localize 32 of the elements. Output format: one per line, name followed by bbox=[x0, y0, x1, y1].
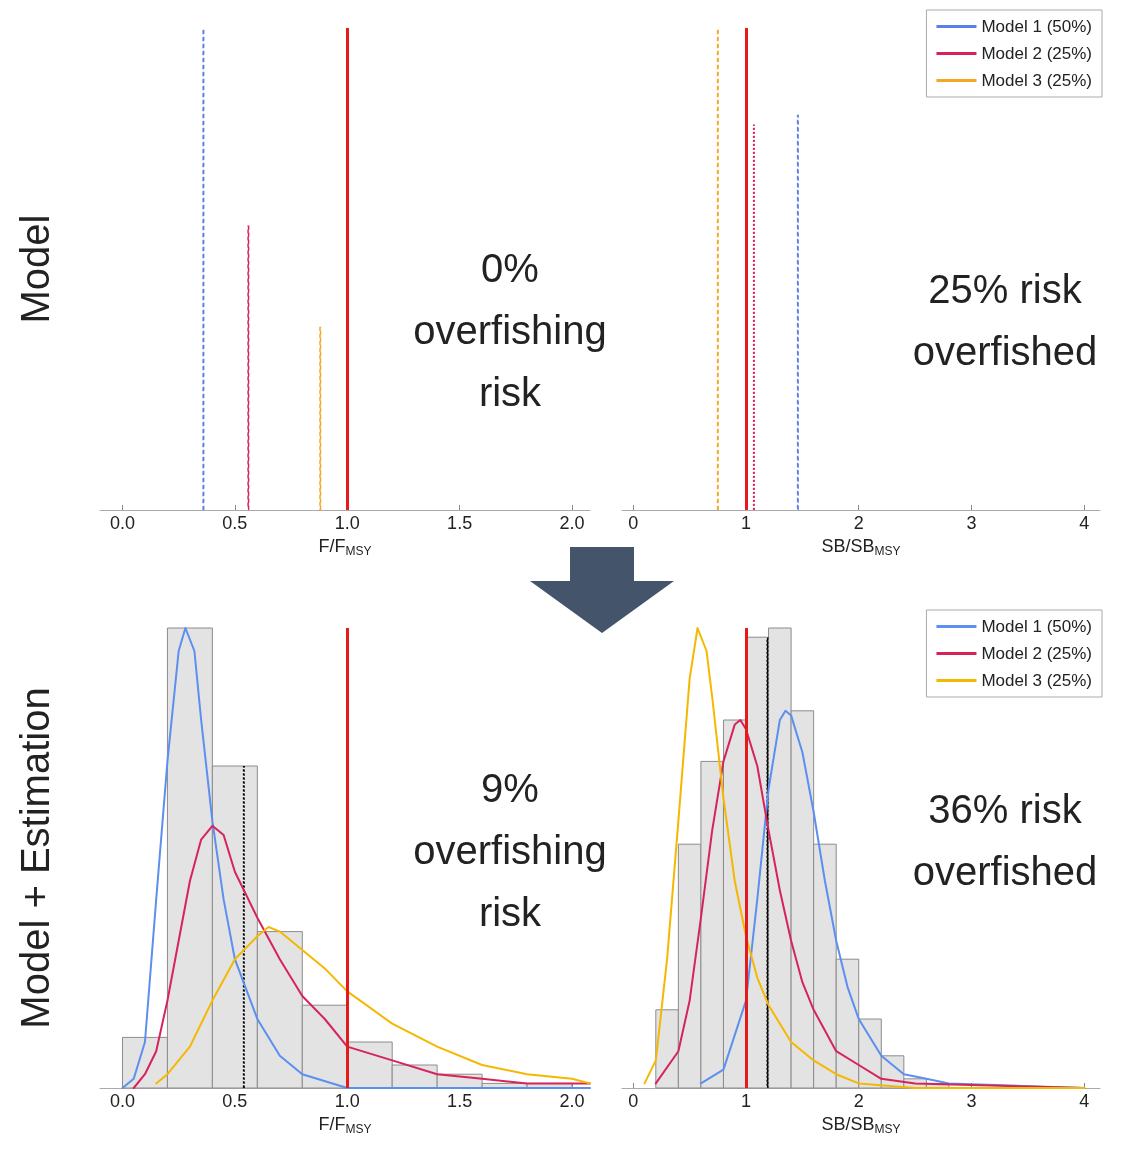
x-tick-label: 4 bbox=[1079, 513, 1090, 533]
annotation: 36% risk overfished bbox=[912, 787, 1098, 893]
x-tick-label: 0.5 bbox=[222, 1091, 248, 1111]
x-tick-label: 1.5 bbox=[447, 513, 473, 533]
x-tick-label: 3 bbox=[966, 513, 977, 533]
x-tick-label: 0.0 bbox=[109, 1091, 135, 1111]
annotation: 25% risk overfished bbox=[912, 267, 1098, 373]
x-tick-label: 4 bbox=[1079, 1091, 1090, 1111]
annotation: 9% overfishing risk bbox=[413, 766, 607, 934]
legend-label: Model 1 (50%) bbox=[981, 17, 1093, 36]
x-tick-label: 1 bbox=[741, 1091, 752, 1111]
annotation: 0% overfishing risk bbox=[413, 246, 607, 414]
x-tick-label: 2 bbox=[853, 513, 864, 533]
x-tick-label: 1.0 bbox=[334, 513, 360, 533]
x-tick-label: 1.0 bbox=[334, 1091, 360, 1111]
x-tick-label: 0.5 bbox=[222, 513, 248, 533]
legend-label: Model 2 (25%) bbox=[981, 44, 1093, 63]
x-tick-label: 0.0 bbox=[109, 513, 135, 533]
x-tick-label: 3 bbox=[966, 1091, 977, 1111]
y-axis-title: Model + Estimation bbox=[13, 687, 57, 1029]
legend-label: Model 3 (25%) bbox=[981, 671, 1093, 690]
y-axis-title: Model bbox=[13, 214, 57, 324]
legend-label: Model 1 (50%) bbox=[981, 617, 1093, 636]
x-tick-label: 2 bbox=[853, 1091, 864, 1111]
x-tick-label: 2.0 bbox=[559, 1091, 585, 1111]
x-tick-label: 2.0 bbox=[559, 513, 585, 533]
x-tick-label: 0 bbox=[628, 1091, 639, 1111]
x-tick-label: 1.5 bbox=[447, 1091, 473, 1111]
legend-label: Model 2 (25%) bbox=[981, 644, 1093, 663]
legend-label: Model 3 (25%) bbox=[981, 71, 1093, 90]
x-tick-label: 1 bbox=[741, 513, 752, 533]
x-tick-label: 0 bbox=[628, 513, 639, 533]
